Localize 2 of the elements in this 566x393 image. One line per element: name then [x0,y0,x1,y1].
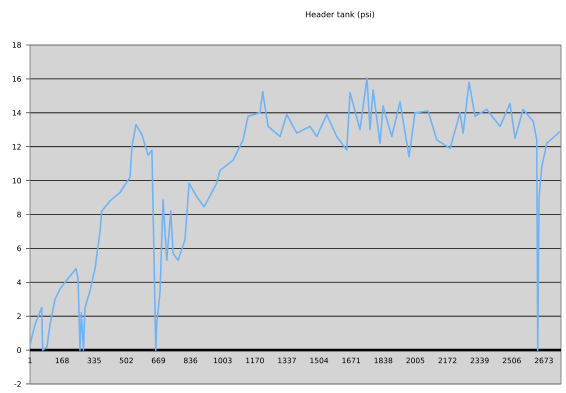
line-series [30,77,561,351]
chart-title: Header tank (psi) [306,11,374,19]
